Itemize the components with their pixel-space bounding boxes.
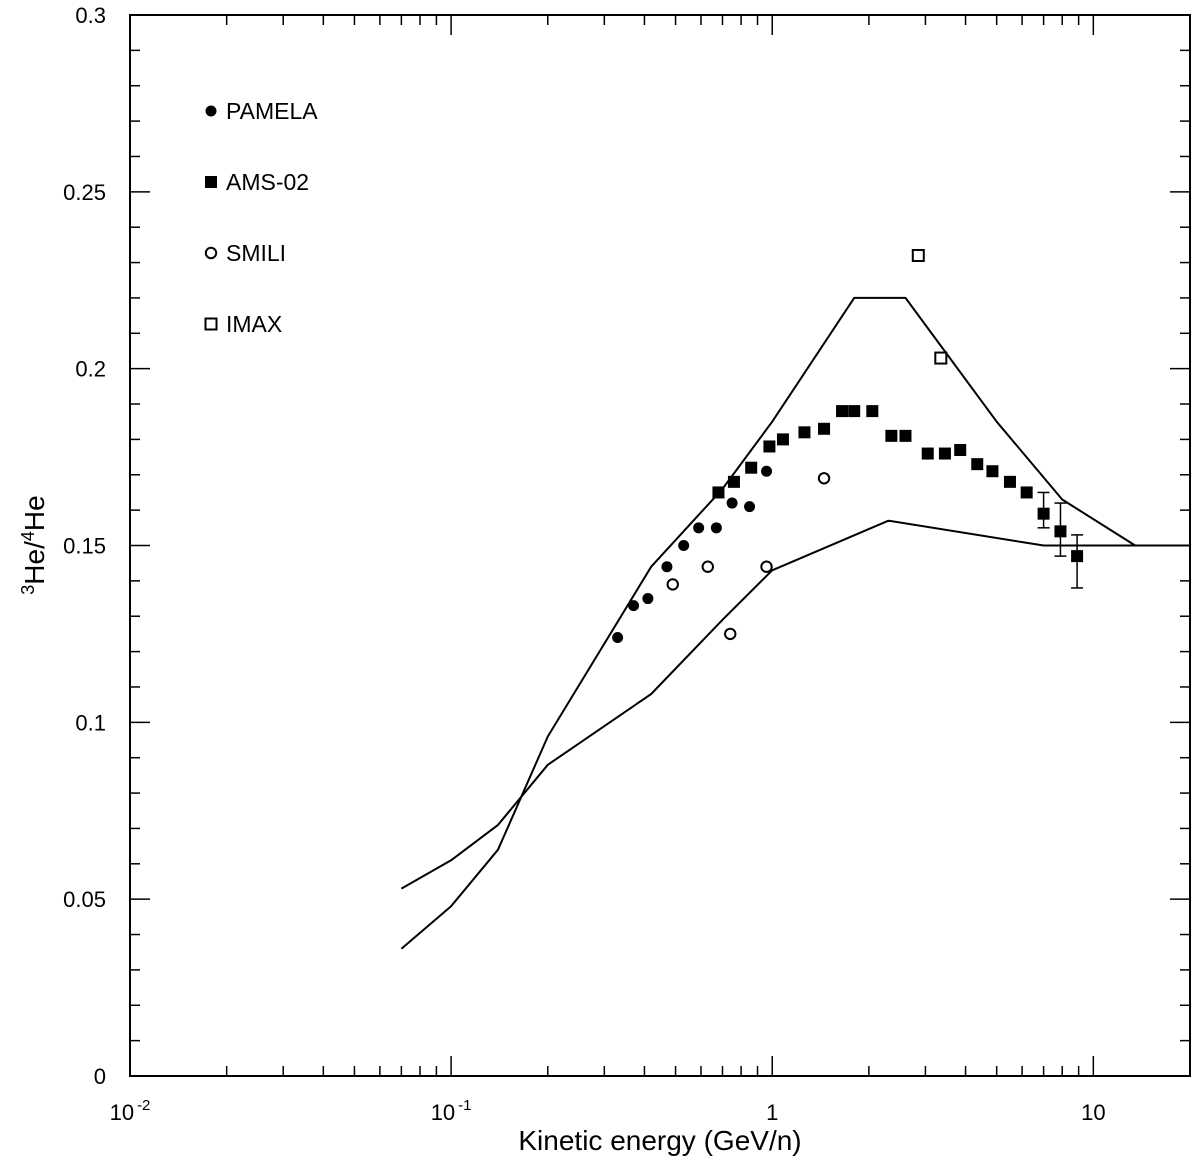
point-pamela bbox=[726, 497, 738, 509]
y-axis-title-base-a: He/ bbox=[19, 541, 50, 585]
model-curves bbox=[400, 296, 1190, 950]
point-imax bbox=[934, 351, 948, 365]
point-smili bbox=[724, 627, 737, 641]
point-pamela bbox=[693, 522, 705, 534]
point-pamela bbox=[612, 631, 624, 643]
point-pamela bbox=[628, 600, 640, 612]
y-tick-label: 0.2 bbox=[75, 357, 106, 382]
point-pamela bbox=[744, 501, 756, 513]
point-smili bbox=[817, 472, 831, 485]
point-pamela bbox=[661, 561, 673, 573]
point-pamela bbox=[678, 540, 690, 551]
data-points bbox=[612, 248, 1084, 643]
point-smili bbox=[701, 560, 714, 573]
point-ams-02 bbox=[899, 429, 912, 442]
point-ams-02 bbox=[866, 405, 879, 418]
point-ams-02 bbox=[776, 433, 789, 446]
point-ams-02 bbox=[763, 440, 776, 453]
y-tick-label: 0.1 bbox=[75, 710, 106, 735]
point-ams-02 bbox=[1020, 486, 1033, 499]
point-ams-02 bbox=[1003, 475, 1016, 488]
legend: PAMELA AMS-02 SMILI IMAX bbox=[204, 98, 318, 337]
point-smili bbox=[666, 578, 679, 591]
x-axis: 10 -2 10 -1 1 10 bbox=[110, 15, 1191, 1125]
curve-lower-bound bbox=[400, 519, 1190, 890]
point-ams-02 bbox=[798, 426, 811, 439]
error-bars bbox=[1037, 491, 1084, 589]
legend-label-ams-02: AMS-02 bbox=[226, 169, 309, 195]
legend-marker-imax bbox=[204, 317, 218, 331]
point-ams-02 bbox=[727, 475, 740, 488]
point-pamela bbox=[761, 465, 773, 477]
y-tick-label: 0.25 bbox=[63, 180, 106, 205]
point-ams-02 bbox=[885, 429, 898, 442]
legend-label-pamela: PAMELA bbox=[226, 98, 318, 124]
point-ams-02 bbox=[745, 461, 758, 474]
y-axis: 0 0.05 0.1 0.15 0.2 0.25 0.3 bbox=[63, 3, 1190, 1089]
point-smili bbox=[760, 560, 773, 573]
point-pamela bbox=[642, 593, 654, 605]
legend-marker-ams-02 bbox=[205, 176, 217, 188]
point-ams-02 bbox=[712, 486, 725, 499]
legend-marker-pamela bbox=[205, 105, 217, 117]
legend-label-smili: SMILI bbox=[226, 240, 286, 266]
y-axis-title-sup-b: 4 bbox=[18, 531, 38, 541]
legend-marker-smili bbox=[204, 246, 218, 260]
y-tick-label: 0.15 bbox=[63, 534, 106, 559]
x-tick-label: 1 bbox=[766, 1100, 778, 1125]
point-ams-02 bbox=[818, 422, 831, 435]
point-ams-02 bbox=[954, 444, 967, 457]
x-tick-label: 10 -2 bbox=[110, 1097, 151, 1125]
point-ams-02 bbox=[1037, 507, 1050, 520]
y-axis-title-sup-a: 3 bbox=[18, 585, 38, 595]
point-ams-02 bbox=[1071, 550, 1084, 563]
point-ams-02 bbox=[1054, 525, 1067, 538]
point-imax bbox=[911, 248, 925, 262]
x-tick-label: 10 bbox=[1081, 1100, 1105, 1125]
x-tick-label: 10 -1 bbox=[431, 1097, 472, 1125]
curve-upper-bound bbox=[400, 296, 1190, 950]
point-ams-02 bbox=[848, 405, 861, 418]
point-ams-02 bbox=[836, 405, 849, 418]
point-ams-02 bbox=[921, 447, 934, 460]
y-tick-label: 0.3 bbox=[75, 3, 106, 28]
legend-label-imax: IMAX bbox=[226, 311, 282, 337]
point-ams-02 bbox=[971, 458, 984, 471]
point-ams-02 bbox=[938, 447, 951, 460]
y-tick-label: 0 bbox=[94, 1064, 106, 1089]
x-axis-title: Kinetic energy (GeV/n) bbox=[518, 1125, 801, 1156]
y-tick-label: 0.05 bbox=[63, 887, 106, 912]
point-pamela bbox=[710, 522, 722, 534]
point-ams-02 bbox=[986, 465, 999, 478]
y-axis-title: 3He/4He bbox=[18, 495, 50, 594]
y-axis-title-base-b: He bbox=[19, 495, 50, 531]
